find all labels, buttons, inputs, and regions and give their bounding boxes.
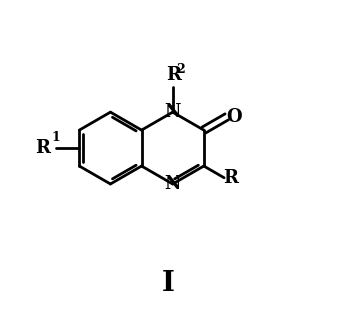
Text: N: N (164, 175, 181, 193)
Text: 1: 1 (52, 131, 61, 144)
Text: N: N (164, 103, 181, 121)
Text: 2: 2 (176, 63, 185, 76)
Text: R: R (223, 169, 238, 187)
Text: R: R (166, 66, 181, 84)
Text: I: I (162, 271, 175, 297)
Text: O: O (226, 108, 242, 126)
Text: R: R (35, 139, 50, 157)
